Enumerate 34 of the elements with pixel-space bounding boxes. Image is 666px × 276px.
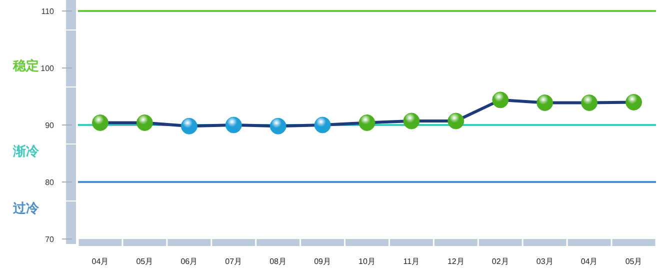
x-tick-label: 12月 bbox=[447, 257, 464, 266]
x-tick-label: 04月 bbox=[92, 257, 109, 266]
point bbox=[448, 112, 464, 130]
x-tick-label: 09月 bbox=[314, 257, 331, 266]
x-tick-label: 03月 bbox=[536, 257, 554, 266]
y-tick-label: 110 bbox=[41, 7, 55, 16]
point bbox=[92, 114, 108, 131]
point bbox=[180, 118, 198, 134]
ref-line-label: 过冷 bbox=[12, 200, 40, 216]
point bbox=[136, 114, 153, 131]
ref-line-label: 渐冷 bbox=[12, 144, 40, 158]
point bbox=[626, 94, 642, 110]
x-tick-label: 05月 bbox=[625, 257, 642, 266]
x-tick-label: 02月 bbox=[492, 257, 509, 266]
x-tick-label: 05月 bbox=[136, 257, 154, 266]
y-tick-label: 90 bbox=[45, 121, 55, 130]
y-tick-label: 70 bbox=[45, 235, 55, 244]
x-tick-label: 04月 bbox=[580, 257, 598, 266]
y-tick-label: 100 bbox=[40, 64, 55, 73]
point bbox=[492, 92, 509, 108]
point bbox=[403, 112, 420, 130]
x-tick-label: 08月 bbox=[270, 257, 287, 266]
x-tick-label: 10月 bbox=[358, 257, 376, 266]
point bbox=[314, 116, 331, 134]
point bbox=[581, 94, 598, 112]
point bbox=[358, 114, 376, 131]
x-tick-label: 06月 bbox=[180, 257, 198, 266]
y-tick-label: 80 bbox=[45, 178, 55, 187]
point bbox=[536, 94, 554, 112]
point bbox=[225, 116, 242, 134]
x-tick-label: 11月 bbox=[403, 257, 420, 266]
x-tick-label: 07月 bbox=[225, 257, 242, 266]
point bbox=[270, 118, 286, 134]
ref-line-label: 稳定 bbox=[12, 58, 39, 73]
